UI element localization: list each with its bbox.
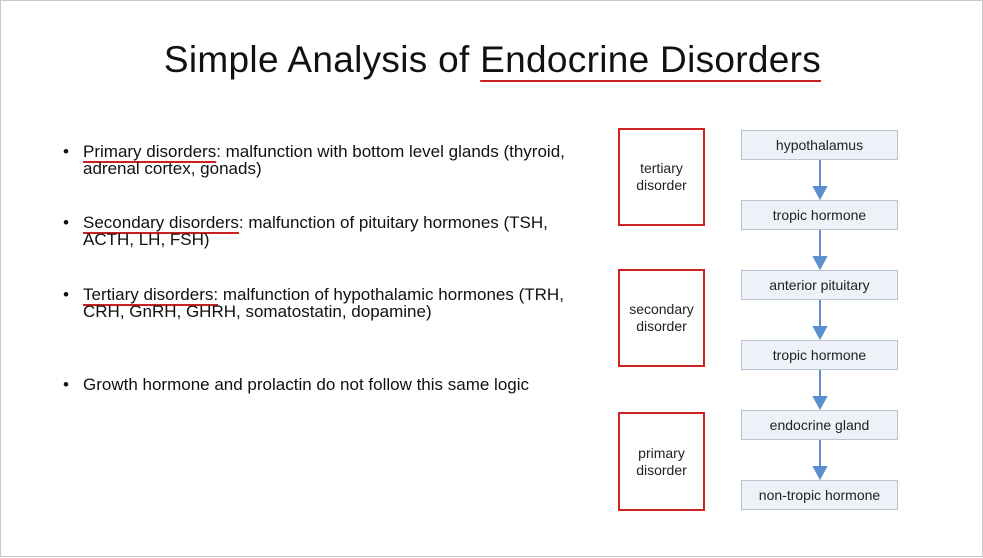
bullet-text: Growth hormone and prolactin do not foll… xyxy=(83,375,530,394)
bullet-dot: • xyxy=(63,285,69,304)
node-non-tropic-hormone: non-tropic hormone xyxy=(741,480,898,510)
bullet-secondary: • Secondary disorders: malfunction of pit… xyxy=(63,214,583,248)
bullet-text: malfunction of hypothalamic hormones (TR… xyxy=(83,285,564,321)
arrow-head-5 xyxy=(812,466,828,481)
node-endocrine-gland: endocrine gland xyxy=(741,410,898,440)
bullet-primary: • Primary disorders: malfunction with bot… xyxy=(63,143,583,177)
title-underlined: Endocrine Disorders xyxy=(480,39,822,80)
bullet-term: Secondary disorders xyxy=(83,213,239,232)
arrow-head-4 xyxy=(812,396,828,411)
slide-title: Simple Analysis of Endocrine Disorders xyxy=(1,39,983,81)
arrow-head-1 xyxy=(812,186,828,201)
bullet-term: Tertiary disorders: xyxy=(83,285,219,304)
bullet-tertiary: • Tertiary disorders: malfunction of hypo… xyxy=(63,286,583,320)
node-tropic-hormone-1: tropic hormone xyxy=(741,200,898,230)
tertiary-disorder-box: tertiary disorder xyxy=(618,128,705,226)
bullet-dot: • xyxy=(63,142,69,161)
bullet-text: : malfunction of pituitary hormones (TSH… xyxy=(83,213,548,249)
bullet-text: : malfunction with bottom level glands (… xyxy=(83,142,565,178)
bullet-dot: • xyxy=(63,375,69,394)
bullet-growth-hormone: • Growth hormone and prolactin do not fol… xyxy=(63,376,529,393)
bullet-dot: • xyxy=(63,213,69,232)
bullet-term: Primary disorders xyxy=(83,142,217,161)
arrow-head-2 xyxy=(812,256,828,271)
node-anterior-pituitary: anterior pituitary xyxy=(741,270,898,300)
primary-disorder-box: primary disorder xyxy=(618,412,705,511)
secondary-disorder-box: secondary disorder xyxy=(618,269,705,367)
title-prefix: Simple Analysis of xyxy=(163,39,481,80)
node-hypothalamus: hypothalamus xyxy=(741,130,898,160)
arrow-head-3 xyxy=(812,326,828,341)
node-tropic-hormone-2: tropic hormone xyxy=(741,340,898,370)
